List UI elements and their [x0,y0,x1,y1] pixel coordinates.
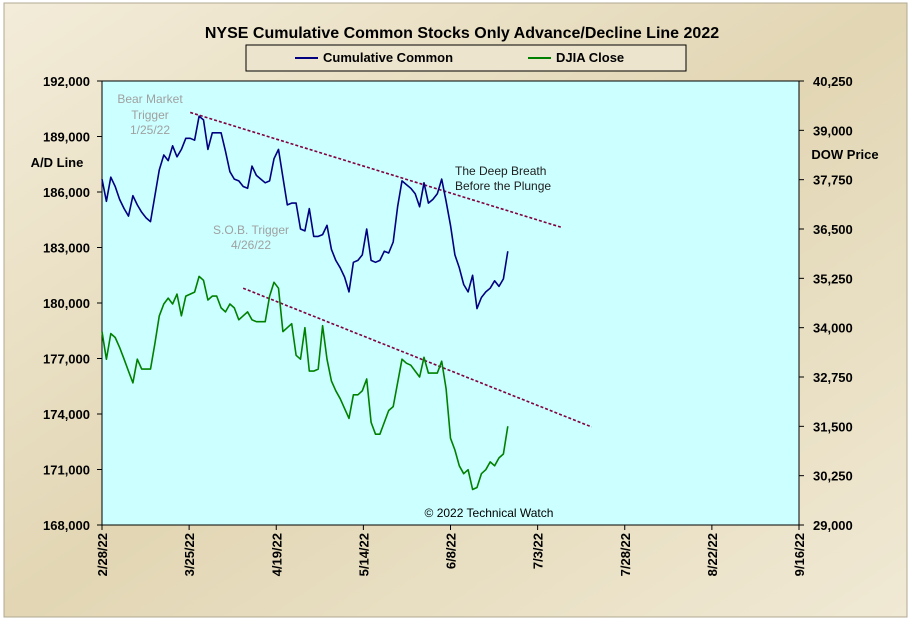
right-axis: 40,250 39,000 37,750 36,500 35,250 34,000 32,7… [799,74,853,533]
right-tick-label: 39,000 [813,123,853,138]
annotation-line: Trigger [131,108,169,122]
x-tick-label: 2/28/22 [95,533,110,576]
legend-box [245,44,687,72]
plot-area [101,80,800,526]
annotation-deep-breath: The Deep Breath Before the Plunge [455,164,551,193]
chart-title: NYSE Cumulative Common Stocks Only Advan… [205,25,719,42]
annotation-line: 4/26/22 [231,238,271,252]
legend: Cumulative Common DJIA Close [245,44,687,72]
left-tick-label: 192,000 [43,74,90,89]
left-tick-label: 189,000 [43,130,90,145]
right-tick-label: 30,250 [813,469,853,484]
annotation-sob-trigger: S.O.B. Trigger 4/26/22 [213,223,289,252]
left-tick-label: 183,000 [43,241,90,256]
right-tick-label: 31,500 [813,419,853,434]
x-tick-label: 9/16/22 [792,533,807,576]
annotation-bear-market: Bear Market Trigger 1/25/22 [117,92,183,137]
right-tick-label: 29,000 [813,518,853,533]
right-tick-label: 32,750 [813,370,853,385]
left-tick-label: 177,000 [43,352,90,367]
legend-label-djia: DJIA Close [556,50,624,65]
x-tick-label: 3/25/22 [182,533,197,576]
left-tick-label: 174,000 [43,407,90,422]
right-tick-label: 34,000 [813,321,853,336]
right-tick-label: 37,750 [813,173,853,188]
annotation-line: Bear Market [117,92,183,106]
x-tick-label: 5/14/22 [356,533,371,576]
x-tick-label: 4/19/22 [269,533,284,576]
series-line-cumulative-common [101,115,509,310]
x-tick-label: 8/22/22 [705,533,720,576]
left-axis: 192,000 189,000 186,000 183,000 180,000 177,0… [43,74,102,533]
x-tick-label: 6/8/22 [444,533,459,569]
right-tick-label: 40,250 [813,74,853,89]
y-axis-label-right: DOW Price [811,147,878,162]
x-tick-label: 7/3/22 [531,533,546,569]
series-lines [101,115,509,491]
legend-label-ad: Cumulative Common [323,50,453,65]
left-tick-label: 168,000 [43,518,90,533]
y-axis-label-left: A/D Line [31,155,84,170]
right-tick-label: 36,500 [813,222,853,237]
x-axis: 2/28/22 3/25/22 4/19/22 5/14/22 6/8/22 7/3/22… [95,525,807,576]
annotation-line: 1/25/22 [130,123,170,137]
annotation-line: Before the Plunge [455,179,551,193]
trendlines [189,111,592,428]
right-tick-label: 35,250 [813,271,853,286]
trendline-2 [242,287,592,428]
annotation-line: The Deep Breath [455,164,546,178]
left-tick-label: 186,000 [43,185,90,200]
x-tick-label: 7/28/22 [618,533,633,576]
left-tick-label: 171,000 [43,463,90,478]
left-tick-label: 180,000 [43,296,90,311]
credit-text: © 2022 Technical Watch [425,506,554,520]
annotation-line: S.O.B. Trigger [213,223,289,237]
series-line-djia-close [101,275,509,491]
